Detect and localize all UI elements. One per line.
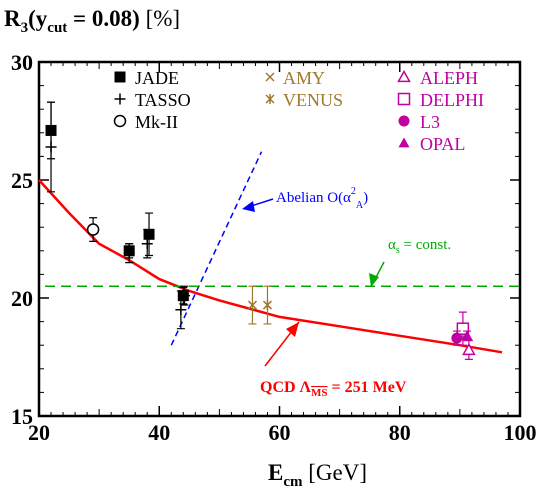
x-tick-label: 100 [504,420,537,445]
qcd-curve [38,179,503,354]
legend-marker-jade [114,71,126,83]
data-point-opal [461,330,473,341]
legend-marker-mk-ii [113,114,127,128]
data-point-delphi [456,322,470,335]
x-axis-label: Ecm [GeV] [268,460,367,490]
legend-marker-aleph [397,69,411,83]
legend-label-aleph: ALEPH [420,68,478,88]
data-point-tasso [141,238,153,250]
data-point-aleph [462,342,476,356]
data-point-l3 [451,332,463,344]
x-tick-label: 20 [28,420,50,445]
legend-marker-l3 [398,115,410,127]
qcd-arrowhead [286,322,299,337]
chart-title: R3(ycut = 0.08) [%] [4,6,180,36]
data-point-tasso [179,290,191,302]
data-point-jade [143,228,155,240]
legend-label-amy: AMY [283,68,325,88]
data-point-mk-ii [86,223,100,236]
y-tick-label: 15 [11,404,33,429]
curves [38,151,520,354]
y-tick-label: 20 [11,286,33,311]
legend-label-jade: JADE [135,68,179,88]
titles: R3(ycut = 0.08) [%] Ecm [GeV] [4,6,367,490]
legend-label-delphi: DELPHI [420,90,484,110]
x-tick-label: 80 [389,420,411,445]
data-point-venus [262,300,273,311]
legend-label-l3: L3 [420,112,440,132]
legend-marker-amy [265,72,275,82]
legend-marker-delphi [397,92,411,106]
data-points [45,101,476,360]
abelian-arrowhead [242,201,255,212]
y-tick-label: 25 [11,168,33,193]
const-label: αs = const. [388,237,451,256]
annotations: QCD ΛMS = 251 MeV Abelian O(α2A) αs = cons… [242,186,451,399]
legend-label-venus: VENUS [283,90,343,110]
legend-marker-venus [265,94,275,104]
y-tick-label: 30 [11,50,33,75]
data-point-tasso [123,247,135,259]
abelian-label: Abelian O(α2A) [276,186,368,211]
legend-label-mk-ii: Mk-II [135,112,178,132]
data-point-tasso [175,304,187,316]
data-point-tasso [45,141,57,153]
legend-marker-opal [398,137,410,148]
legend-label-tasso: TASSO [135,90,191,110]
legend-label-opal: OPAL [420,134,465,154]
x-tick-label: 60 [269,420,291,445]
x-tick-label: 40 [148,420,170,445]
const-arrowhead [369,273,379,287]
legend-marker-tasso [114,93,126,105]
qcd-label: QCD ΛMS = 251 MeV [260,379,407,399]
abelian-curve [170,151,263,346]
data-point-amy [247,300,257,310]
